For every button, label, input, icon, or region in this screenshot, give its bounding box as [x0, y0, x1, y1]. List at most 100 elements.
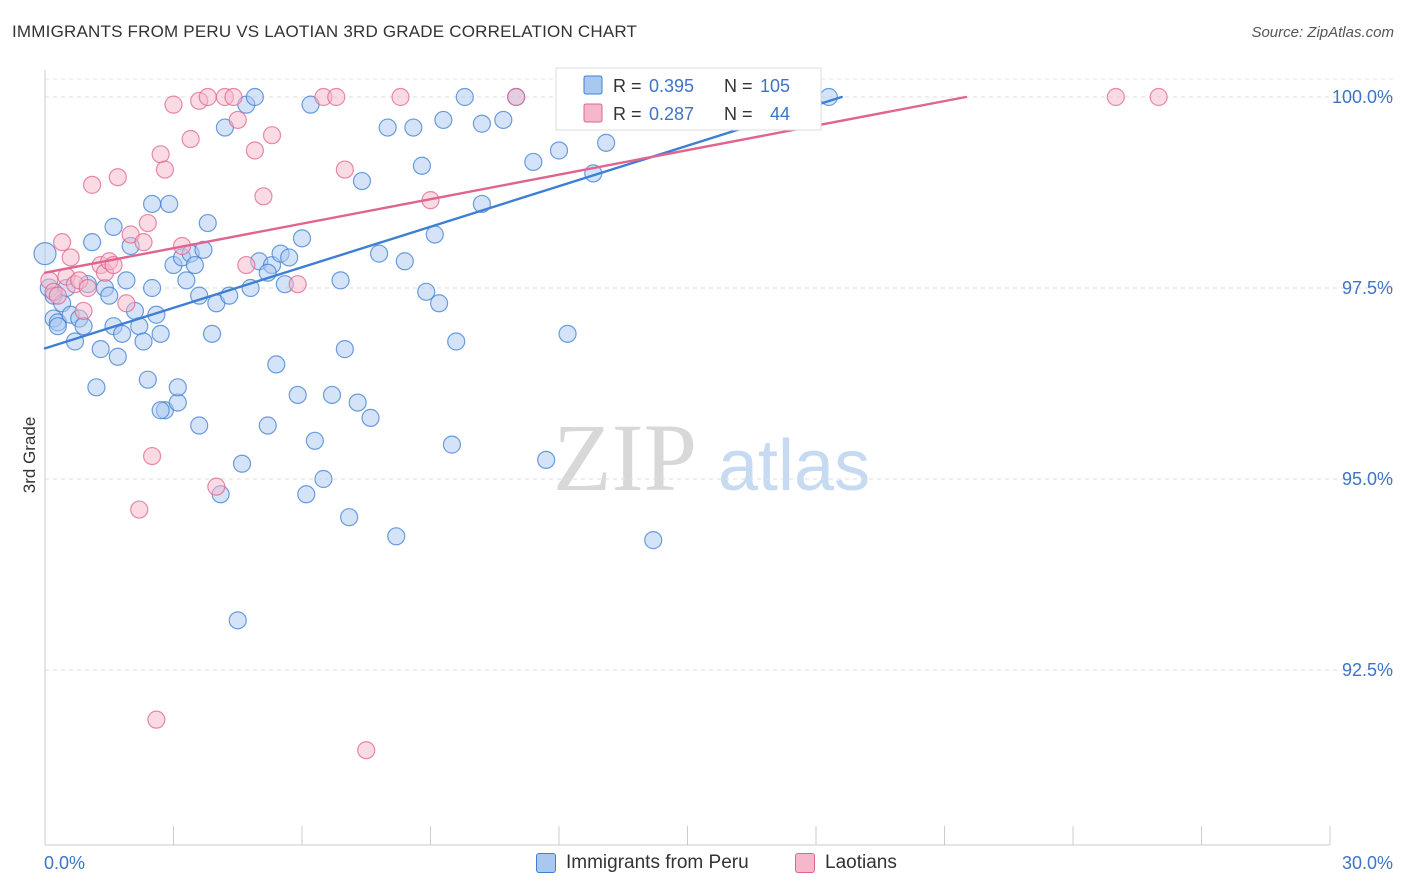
peru-point-68 — [378, 118, 397, 137]
legend-label-peru: Immigrants from Peru — [566, 852, 749, 873]
peru-point-84 — [558, 324, 577, 343]
peru-point-91 — [245, 87, 264, 107]
peru-point-0 — [33, 242, 57, 266]
gridlines — [45, 78, 1395, 671]
peru-point-27 — [142, 278, 162, 298]
y-tick-label-0: 100.0% — [1332, 87, 1393, 107]
peru-point-13 — [83, 233, 102, 252]
stats-r-value-laotians: 0.287 — [649, 104, 694, 124]
peru-point-82 — [537, 450, 556, 469]
peru-point-25 — [134, 332, 153, 351]
peru-point-77 — [455, 87, 474, 107]
laotian-extra-point-1 — [1106, 87, 1125, 107]
laotian-point-19 — [134, 233, 153, 252]
laotian-extra-point-2 — [1149, 87, 1168, 107]
laotian-point-10 — [83, 175, 102, 194]
peru-point-46 — [228, 611, 247, 630]
laotian-point-32 — [224, 87, 243, 107]
stats-r-label-peru: R = — [613, 76, 642, 96]
peru-point-50 — [258, 416, 277, 435]
stats-legend-swatch-peru — [583, 75, 603, 95]
laotian-extra-point-3 — [327, 87, 346, 107]
laotian-point-36 — [254, 187, 273, 206]
laotian-point-30 — [207, 477, 226, 496]
legend-swatch-peru — [536, 853, 556, 873]
peru-point-20 — [112, 324, 132, 343]
laotian-point-9 — [78, 278, 97, 298]
laotian-point-8 — [74, 301, 93, 321]
peru-point-33 — [168, 393, 187, 412]
legend-item-laotians[interactable]: Laotians — [795, 852, 897, 874]
laotian-point-2 — [48, 286, 67, 305]
peru-point-35 — [177, 271, 196, 290]
legend-label-laotians: Laotians — [825, 852, 897, 873]
peru-point-62 — [331, 271, 350, 290]
peru-point-57 — [292, 229, 312, 248]
y-tick-labels: 100.0% 97.5% 95.0% 92.5% — [1332, 87, 1393, 680]
laotian-point-34 — [237, 255, 256, 275]
peru-point-26 — [138, 370, 157, 389]
laotian-point-20 — [138, 213, 157, 233]
laotian-point-41 — [357, 741, 376, 760]
peru-point-38 — [190, 416, 209, 435]
laotian-point-37 — [262, 126, 282, 145]
laotian-point-3 — [53, 233, 72, 252]
peru-point-65 — [352, 171, 372, 191]
laotian-point-33 — [228, 110, 247, 130]
peru-point-17 — [100, 286, 119, 305]
legend-swatch-laotians — [795, 853, 815, 873]
laotian-point-15 — [108, 168, 127, 187]
stats-legend-swatch-laotians — [583, 103, 603, 123]
peru-point-73 — [425, 225, 444, 244]
laotian-extra-point-0 — [507, 87, 526, 107]
peru-point-97 — [412, 156, 432, 175]
laotian-point-5 — [61, 248, 80, 267]
peru-point-100 — [429, 294, 449, 313]
laotian-point-27 — [181, 129, 200, 149]
peru-point-21 — [117, 271, 136, 290]
laotian-point-24 — [155, 160, 175, 179]
laotian-point-42 — [391, 87, 410, 107]
peru-point-71 — [404, 118, 423, 137]
peru-point-83 — [549, 141, 569, 160]
axes — [44, 70, 1331, 846]
peru-point-79 — [494, 110, 513, 130]
stats-n-value-laotians: 44 — [770, 104, 790, 124]
laotian-point-18 — [130, 500, 149, 519]
x-tick-label-min: 0.0% — [44, 853, 85, 873]
peru-point-37 — [185, 255, 205, 275]
laotian-point-21 — [142, 446, 162, 466]
peru-point-76 — [447, 332, 466, 351]
y-tick-label-2: 95.0% — [1342, 469, 1393, 489]
peru-point-63 — [340, 508, 359, 527]
peru-point-64 — [348, 393, 367, 412]
peru-point-75 — [442, 435, 462, 454]
laotian-point-38 — [288, 275, 307, 294]
peru-point-52 — [267, 355, 286, 374]
peru-trend-line — [43, 95, 843, 350]
peru-point-5 — [48, 317, 67, 336]
peru-point-78 — [472, 114, 491, 133]
peru-point-98 — [597, 133, 616, 152]
laotian-point-35 — [245, 141, 264, 160]
laotian-point-22 — [147, 710, 166, 729]
peru-point-69 — [387, 527, 406, 546]
laotian-point-16 — [117, 294, 136, 313]
peru-point-47 — [232, 454, 252, 473]
peru-point-11 — [74, 317, 93, 336]
peru-point-94 — [104, 217, 123, 236]
peru-point-87 — [644, 531, 663, 550]
peru-point-56 — [288, 385, 307, 405]
stats-n-label-laotians: N = — [724, 104, 753, 124]
stats-n-label-peru: N = — [724, 76, 753, 96]
peru-point-31 — [160, 194, 179, 214]
peru-point-58 — [297, 485, 316, 504]
watermark-atlas: atlas — [718, 426, 870, 506]
peru-point-14 — [87, 378, 106, 397]
peru-point-102 — [168, 378, 187, 397]
legend-item-peru[interactable]: Immigrants from Peru — [536, 852, 749, 874]
stats-legend: R = 0.395 N = 105 R = 0.287 N = 44 — [555, 67, 822, 131]
peru-point-59 — [305, 431, 324, 450]
peru-point-41 — [202, 324, 222, 343]
